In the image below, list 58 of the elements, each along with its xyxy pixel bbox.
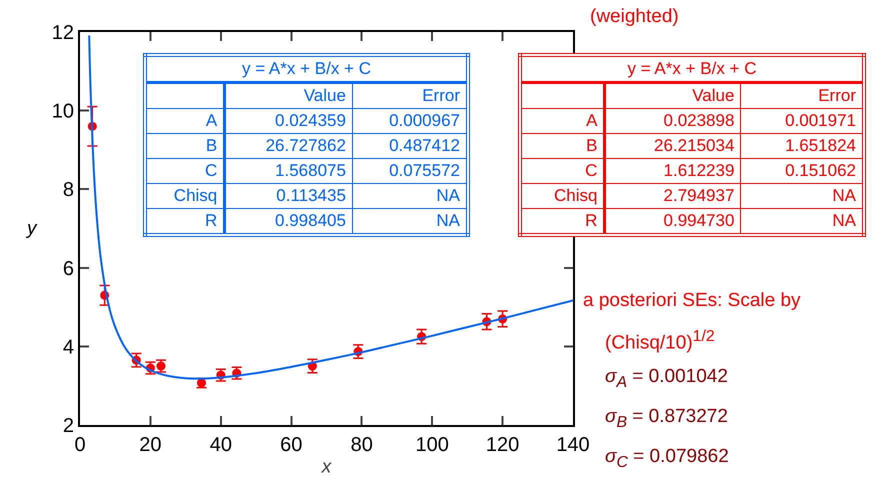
text: 0.151062: [740, 158, 864, 184]
x-tick-label: 120: [486, 434, 520, 456]
y-tick-label: 4: [62, 336, 74, 358]
annotation: y = A*x + B/x + C: [145, 55, 468, 82]
annotation: 1.568075: [224, 158, 352, 184]
text: Error: [740, 82, 864, 108]
x-axis-title: x: [320, 456, 333, 478]
text: (weighted): [590, 6, 679, 28]
y-axis-title: y: [25, 218, 38, 239]
annotation: NA: [352, 184, 468, 208]
text: 0.994730: [604, 208, 741, 235]
text: 0.023898: [604, 108, 741, 134]
text: σ$_{C}$ = 0.079862: [605, 446, 729, 472]
text: 2.794937: [604, 184, 741, 208]
annotation: NA: [352, 208, 468, 235]
y-tick-label: 12: [52, 22, 74, 44]
annotation: 0.113435: [224, 184, 352, 208]
text: C: [520, 158, 605, 184]
annotation: 0.998405: [224, 208, 352, 235]
text: a posteriori SEs: Scale by: [583, 290, 801, 312]
text: 0.001971: [740, 108, 864, 134]
annotation: R: [145, 208, 225, 235]
y-tick-label: 10: [52, 100, 74, 123]
text: A: [520, 108, 605, 134]
annotation: 26.727862: [224, 134, 352, 158]
x-tick-label: 60: [280, 434, 302, 456]
annotation: 0.075572: [352, 158, 468, 184]
annotation: Chisq: [520, 184, 605, 208]
x-tick-label: 80: [350, 434, 373, 456]
text: B: [520, 134, 605, 158]
x-tick-label: 20: [139, 434, 162, 456]
text: Value: [604, 82, 741, 108]
text: NA: [740, 184, 864, 208]
annotation: 0.487412: [352, 134, 468, 158]
annotation: Chisq: [145, 184, 225, 208]
text: y = A*x + B/x + C: [520, 55, 864, 82]
y-tick-label: 2: [62, 415, 74, 437]
text: 26.215034: [604, 134, 741, 158]
annotation: Value: [224, 82, 352, 108]
annotation: C: [145, 158, 225, 184]
annotation: 0.000967: [352, 108, 468, 134]
text: NA: [740, 208, 864, 235]
text: 1.612239: [604, 158, 741, 184]
text: σ$_{A}$ = 0.001042: [605, 366, 728, 392]
text: (Chisq/10)$^{1/2}$: [605, 328, 715, 354]
annotation: A: [145, 108, 225, 134]
text: R: [520, 208, 605, 235]
annotation: Error: [352, 82, 468, 108]
text: σ$_{B}$ = 0.873272: [605, 406, 728, 432]
text: 1.651824: [740, 134, 864, 158]
y-tick-label: 8: [62, 179, 74, 202]
x-tick-label: 100: [415, 434, 449, 456]
x-tick-label: 140: [556, 434, 590, 456]
annotation: B: [145, 134, 225, 158]
x-tick-label: 40: [210, 434, 232, 456]
x-tick-label: 0: [74, 434, 86, 456]
y-tick-label: 6: [62, 258, 74, 280]
annotation: 0.024359: [224, 108, 352, 134]
